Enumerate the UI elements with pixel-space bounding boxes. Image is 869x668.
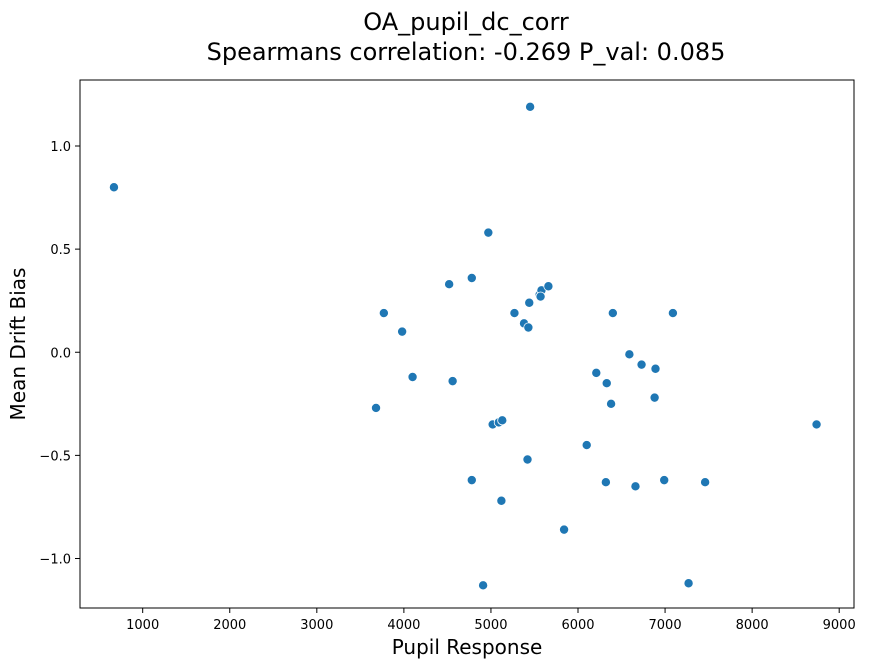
x-tick-label: 8000 (736, 618, 769, 633)
x-tick-label: 1000 (126, 618, 159, 633)
data-point (407, 371, 418, 382)
data-point (700, 477, 711, 488)
x-axis-label: Pupil Response (392, 635, 543, 659)
y-axis-ticks: 1.0 0.5 0.0 −0.5 −1.0 (39, 140, 80, 568)
data-point (497, 415, 508, 426)
data-point (444, 279, 455, 290)
data-point (371, 402, 382, 413)
data-point (523, 322, 534, 333)
y-tick-label: 0.5 (50, 243, 71, 258)
y-tick-label: −1.0 (39, 553, 71, 568)
data-point (108, 182, 119, 193)
data-point (607, 308, 618, 319)
data-point (591, 367, 602, 378)
chart-title-line-1: OA_pupil_dc_corr (363, 8, 569, 36)
data-point (650, 363, 661, 374)
data-point (496, 495, 507, 506)
data-point (636, 359, 647, 370)
data-point (509, 308, 520, 319)
y-tick-label: 1.0 (50, 140, 71, 155)
x-tick-label: 4000 (387, 618, 420, 633)
data-point (811, 419, 822, 430)
x-tick-label: 9000 (823, 618, 856, 633)
data-point (624, 349, 635, 360)
data-point (397, 326, 408, 337)
x-tick-label: 7000 (649, 618, 682, 633)
data-point (535, 291, 546, 302)
data-point (478, 580, 489, 591)
y-tick-label: 0.0 (50, 346, 71, 361)
data-point (649, 392, 660, 403)
data-point (524, 297, 535, 308)
data-points (108, 101, 822, 591)
data-point (525, 101, 536, 112)
data-point (466, 475, 477, 486)
data-point (559, 524, 570, 535)
data-point (630, 481, 641, 492)
x-tick-label: 2000 (213, 618, 246, 633)
data-point (483, 227, 494, 238)
y-tick-label: −0.5 (39, 449, 71, 464)
x-tick-label: 3000 (300, 618, 333, 633)
data-point (667, 308, 678, 319)
data-point (606, 398, 617, 409)
x-axis-ticks: 1000 2000 3000 4000 5000 6000 7000 8000 9000 (126, 608, 856, 633)
y-axis-label: Mean Drift Bias (6, 268, 30, 421)
data-point (543, 281, 554, 292)
data-point (466, 272, 477, 283)
x-tick-label: 5000 (474, 618, 507, 633)
data-point (601, 378, 612, 389)
data-point (581, 440, 592, 451)
plot-frame (79, 79, 855, 609)
data-point (600, 477, 611, 488)
data-point (522, 454, 533, 465)
data-point (659, 475, 670, 486)
data-point (683, 578, 694, 589)
data-point (378, 308, 389, 319)
data-point (447, 376, 458, 387)
x-tick-label: 6000 (561, 618, 594, 633)
chart-title-line-2: Spearmans correlation: -0.269 P_val: 0.0… (207, 38, 726, 66)
